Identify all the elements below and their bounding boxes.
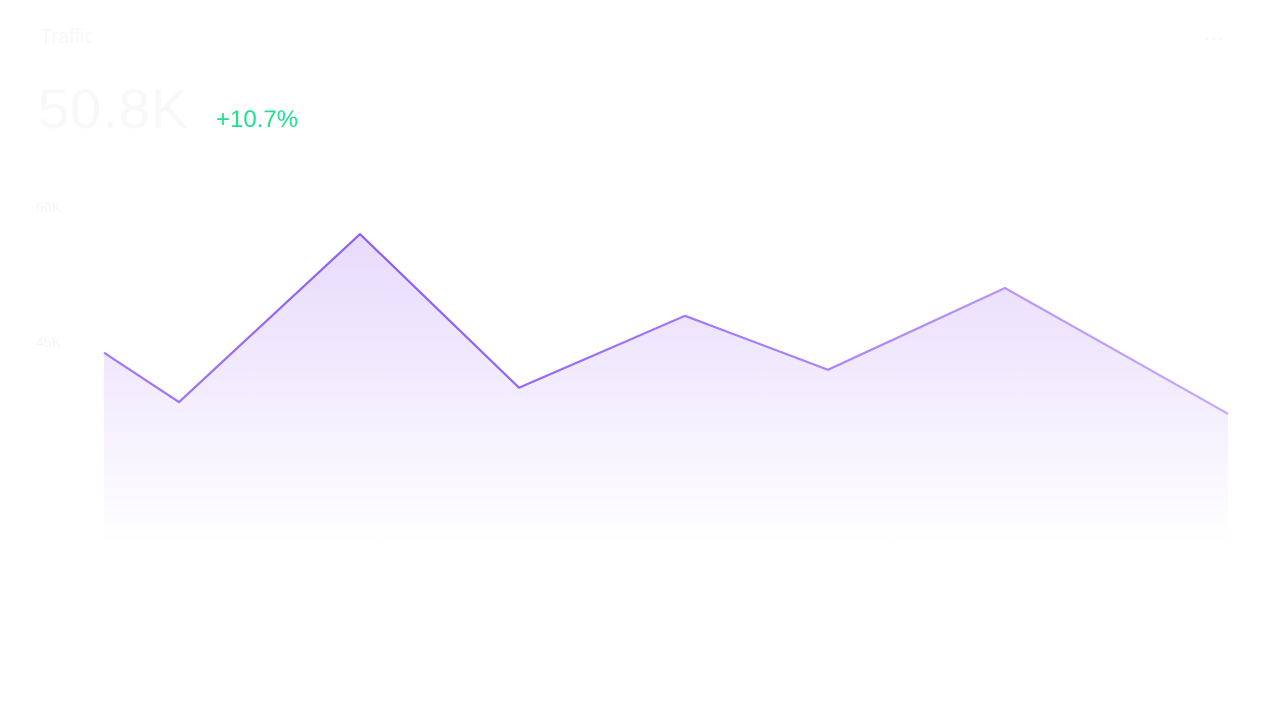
change-badge: +10.7% — [216, 106, 299, 133]
y-tick-label: 60K — [36, 199, 61, 215]
area-fill — [104, 234, 1228, 545]
card-title: Traffic — [40, 26, 95, 48]
more-icon[interactable]: ⋯ — [1204, 28, 1224, 50]
series-line — [103, 232, 1229, 415]
y-tick-label: 45K — [36, 334, 61, 350]
metric-value: 50.8K — [38, 77, 190, 140]
